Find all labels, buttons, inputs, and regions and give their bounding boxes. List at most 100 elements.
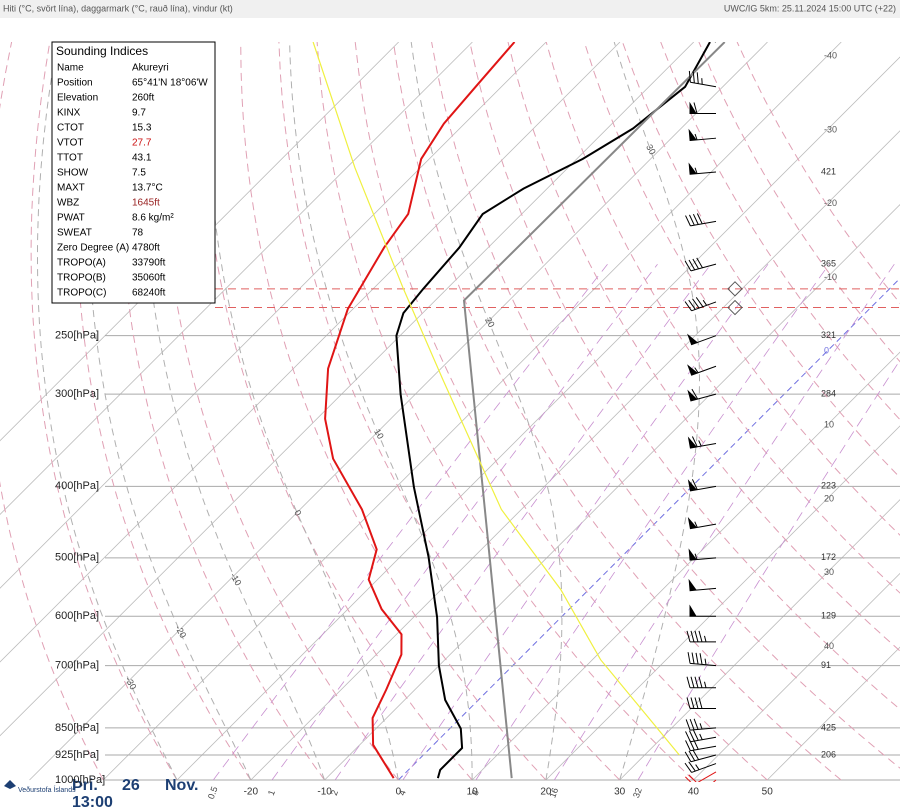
isotherm [693,572,900,781]
index-label: MAXT [57,183,85,194]
y-tick-label: 400[hPa] [55,480,99,492]
wind-barb [714,42,716,43]
index-label: TROPO(B) [57,273,106,284]
logo: Veðurstofa Íslands [4,780,76,794]
dry-adiabat [30,42,178,781]
index-label: WBZ [57,198,79,209]
wind-barb [687,436,717,449]
mixing-ratio-label: 2 [329,789,340,797]
isotherm [619,499,900,781]
profile-line [324,42,516,779]
height-label: 284 [821,388,836,398]
isotherm [324,204,900,781]
index-value: 1645ft [132,198,160,209]
isotherm [102,42,842,781]
mixing-ratio-line [271,263,658,781]
wind-barb [684,761,717,773]
isotherm-label: 0 [824,346,829,356]
x-tick-label: 10 [467,787,479,798]
isotherm [0,42,547,589]
index-value: 27.7 [132,138,152,149]
moist-adiabat [87,42,252,781]
profile-line [395,42,711,779]
isotherm-label: -40 [824,51,837,61]
isotherm-label: 30 [824,567,834,577]
index-value: 8.6 kg/m² [132,213,174,224]
dry-adiabat [0,42,104,781]
wind-barb [688,162,717,175]
dry-adiabat [354,42,768,781]
index-value: 33790ft [132,258,166,269]
footer-time: 13:00 [72,794,113,808]
height-label: 321 [821,330,836,340]
moist-adiabat-label: 30 [644,143,658,157]
dry-adiabat [736,42,900,304]
moist-adiabat [410,42,563,781]
moist-adiabat [207,42,399,781]
isotherm [176,56,900,781]
isotherm-label: -30 [824,124,837,134]
x-tick-label: 30 [614,787,626,798]
tropopause-marker [727,281,743,297]
dry-adiabat [278,42,621,781]
y-tick-label: 1000[hPa] [55,774,105,786]
dry-adiabat [392,42,842,781]
moist-adiabat [613,42,700,781]
wind-barb [688,128,717,141]
index-label: CTOT [57,123,84,134]
index-label: Position [57,78,93,89]
wind-barb [685,213,717,227]
height-label: 421 [821,166,836,176]
height-label: 365 [821,259,836,269]
x-tick-label: -20 [244,787,259,798]
mixing-ratio-line [334,263,712,781]
logo-text: Veðurstofa Íslands [18,785,76,794]
isotherm [250,130,900,781]
mixing-ratio-line [475,263,830,781]
y-tick-label: 500[hPa] [55,552,99,564]
index-label: Name [57,63,84,74]
wind-barb [686,697,716,709]
dry-adiabat [545,42,900,594]
wind-barb [685,771,717,782]
moist-adiabat-label: -10 [228,571,243,587]
moist-adiabat [142,42,326,781]
mixing-ratio-line [553,263,895,781]
moist-adiabat-label: -20 [173,623,188,639]
height-label: 91 [821,660,831,670]
mixing-ratio-line [402,263,769,781]
isotherm [0,42,621,663]
wind-barb [686,630,716,643]
profile-line [312,42,680,756]
wind-barb [687,388,717,402]
wind-barb [686,676,716,689]
wind-barb [687,652,717,667]
tropopause-marker [727,299,743,316]
isotherm [0,42,473,515]
index-value: 35060ft [132,273,166,284]
wind-barb [687,517,717,530]
moist-adiabat-label: 10 [372,427,386,441]
mixing-ratio-label: 32 [631,786,644,799]
height-label: 425 [821,722,836,732]
mixing-ratio-line [637,359,900,781]
isotherm [471,351,900,781]
isotherm-label: 20 [824,493,834,503]
isotherm [766,646,900,781]
indices-title: Sounding Indices [56,44,148,58]
index-value: 78 [132,228,144,239]
height-label: 206 [821,749,836,759]
mixing-ratio-line [212,263,608,781]
dry-adiabat [201,42,473,781]
y-tick-label: 250[hPa] [55,330,99,342]
wind-barb [689,101,716,115]
wind-barb [687,364,717,376]
isotherm [398,277,900,781]
index-label: Zero Degree (A) [57,243,129,254]
header-left: Hiti (°C, svört lína), daggarmark (°C, r… [3,3,233,13]
mixing-ratio-label: 1 [266,789,277,797]
dry-adiabat [119,42,325,781]
footer-day: Þri. [72,777,98,794]
dry-adiabat [660,42,900,421]
